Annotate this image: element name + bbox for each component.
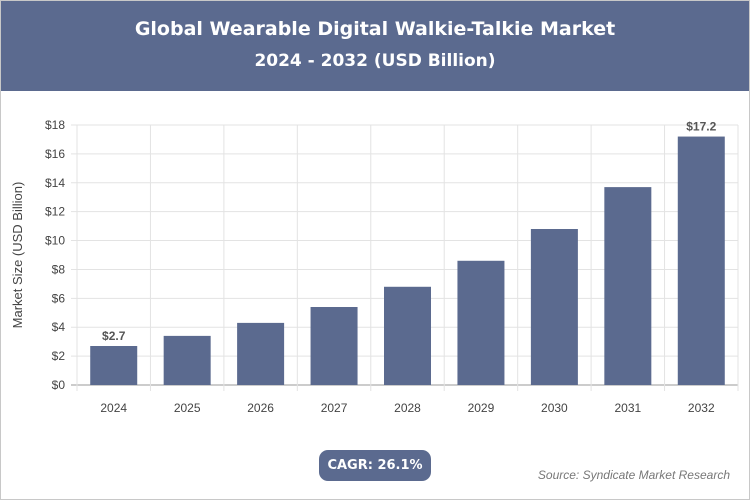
bar bbox=[163, 335, 211, 385]
x-tick-label: 2029 bbox=[468, 401, 495, 415]
bar bbox=[90, 346, 138, 385]
y-tick-label: $14 bbox=[45, 176, 65, 190]
chart-subtitle: 2024 - 2032 (USD Billion) bbox=[254, 51, 496, 71]
data-label: $2.7 bbox=[102, 329, 126, 343]
data-label: $17.2 bbox=[686, 120, 716, 134]
y-tick-label: $18 bbox=[45, 118, 65, 132]
y-tick-label: $16 bbox=[45, 147, 65, 161]
cagr-badge: CAGR: 26.1% bbox=[319, 450, 431, 481]
y-tick-label: $0 bbox=[52, 378, 66, 392]
x-tick-label: 2024 bbox=[100, 401, 127, 415]
bar bbox=[310, 307, 358, 385]
y-tick-label: $2 bbox=[52, 349, 66, 363]
bar bbox=[604, 187, 652, 385]
x-tick-label: 2030 bbox=[541, 401, 568, 415]
bar bbox=[530, 229, 578, 385]
y-tick-label: $4 bbox=[52, 320, 66, 334]
x-tick-label: 2025 bbox=[174, 401, 201, 415]
y-tick-label: $8 bbox=[52, 262, 66, 276]
y-tick-label: $10 bbox=[45, 234, 65, 248]
x-tick-label: 2031 bbox=[614, 401, 641, 415]
bar bbox=[457, 260, 505, 385]
y-tick-label: $12 bbox=[45, 205, 65, 219]
chart-header: Global Wearable Digital Walkie-Talkie Ma… bbox=[1, 1, 749, 91]
x-tick-label: 2028 bbox=[394, 401, 421, 415]
bar bbox=[384, 286, 431, 385]
x-tick-label: 2026 bbox=[247, 401, 274, 415]
source-note: Source: Syndicate Market Research bbox=[537, 468, 730, 482]
bar bbox=[677, 136, 725, 385]
chart-title: Global Wearable Digital Walkie-Talkie Ma… bbox=[134, 18, 616, 40]
x-tick-label: 2032 bbox=[688, 401, 715, 415]
bar bbox=[237, 322, 285, 385]
x-tick-label: 2027 bbox=[321, 401, 348, 415]
y-axis-label: Market Size (USD Billion) bbox=[10, 182, 25, 329]
y-tick-label: $6 bbox=[52, 291, 66, 305]
